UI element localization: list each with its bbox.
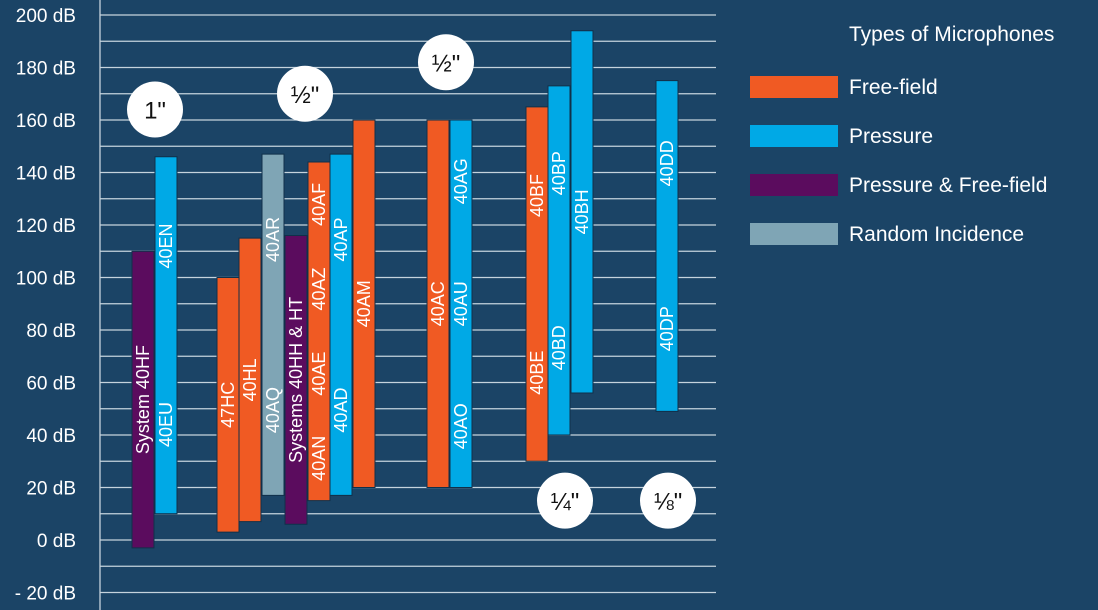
size-label: ¼" (551, 489, 580, 516)
bar-pressure (655, 80, 679, 412)
bar-label: 40AE (309, 352, 329, 396)
bar-label: 40AM (354, 280, 374, 327)
bar-pressure (154, 156, 178, 515)
size-badge (537, 472, 593, 529)
bar-label: 40AO (451, 403, 471, 449)
size-labels: 1" ½" ½" ¼" ⅛" (127, 34, 696, 529)
bar-label: 40AD (331, 388, 351, 433)
bar-label: 40AG (451, 158, 471, 204)
legend: Types of Microphones Free-field Pressure Pr… (750, 23, 1054, 246)
size-label: ½" (432, 50, 461, 77)
bar-label: Systems 40HH & HT (286, 297, 306, 463)
size-label: ⅛" (654, 489, 683, 516)
bar-pressure (570, 30, 594, 394)
bar-label: 40EU (156, 402, 176, 447)
bar-label: 40BF (527, 174, 547, 217)
size-badge (640, 472, 696, 529)
legend-label: Pressure (849, 125, 933, 148)
y-tick-label: 160 dB (16, 111, 76, 132)
size-label: ½" (291, 82, 320, 109)
bar-free-field (352, 119, 376, 488)
bar-label: 40HL (240, 358, 260, 401)
y-tick-label: 40 dB (26, 426, 76, 447)
y-tick-label: 180 dB (16, 59, 76, 80)
bar-pressure (329, 153, 353, 496)
bar-label: 40AR (263, 217, 283, 262)
bar-label: 40AF (309, 183, 329, 226)
legend-label: Random Incidence (849, 223, 1024, 246)
bar-label: 40AN (309, 436, 329, 481)
size-badge (127, 81, 183, 138)
bar-label: 40AZ (309, 267, 329, 310)
bar-label: 40AU (451, 281, 471, 326)
y-tick-label: 60 dB (26, 374, 76, 395)
y-tick-label: 0 dB (37, 531, 76, 552)
legend-swatch (750, 76, 838, 98)
bar-free-field (426, 119, 450, 488)
bar-label: 40BE (527, 351, 547, 395)
size-badge (277, 65, 333, 122)
bar-label: 40AQ (263, 387, 283, 433)
bar-pressure (449, 119, 473, 488)
legend-swatch (750, 125, 838, 147)
bar-label: 40DD (657, 140, 677, 186)
bar-free-field (238, 237, 262, 523)
size-badge (418, 34, 474, 91)
bar-random-incidence (261, 153, 285, 496)
legend-title: Types of Microphones (849, 23, 1054, 46)
bar-free-field (525, 106, 549, 462)
bar-label: 40DP (657, 306, 677, 351)
bar-label: 40AC (428, 281, 448, 326)
y-tick-label: 80 dB (26, 321, 76, 342)
y-axis-ticks: - 20 dB 0 dB 20 dB 40 dB 60 dB 80 dB 100 dB 120… (15, 6, 76, 605)
bar-label: 40AP (331, 217, 351, 261)
y-tick-label: 100 dB (16, 269, 76, 290)
bar-pressure-free-field (284, 235, 308, 525)
legend-swatch (750, 174, 838, 196)
bar-label: 40BP (549, 151, 569, 195)
y-tick-label: 140 dB (16, 164, 76, 185)
y-tick-label: 20 dB (26, 479, 76, 500)
legend-label: Pressure & Free-field (849, 174, 1047, 197)
y-tick-label: 200 dB (16, 6, 76, 27)
bar-label: 40BH (572, 189, 592, 234)
legend-swatch (750, 223, 838, 245)
bar-label: System 40HF (133, 345, 153, 454)
bar-pressure-free-field (131, 250, 155, 549)
y-tick-label: - 20 dB (15, 584, 76, 605)
grid-lines (99, 0, 716, 610)
bar-label: 40EN (156, 223, 176, 268)
bar-label: 40BD (549, 325, 569, 370)
bar-label: 47HC (218, 382, 238, 428)
bar-pressure (547, 85, 571, 436)
legend-label: Free-field (849, 76, 938, 99)
size-label: 1" (144, 98, 166, 125)
y-tick-label: 120 dB (16, 216, 76, 237)
